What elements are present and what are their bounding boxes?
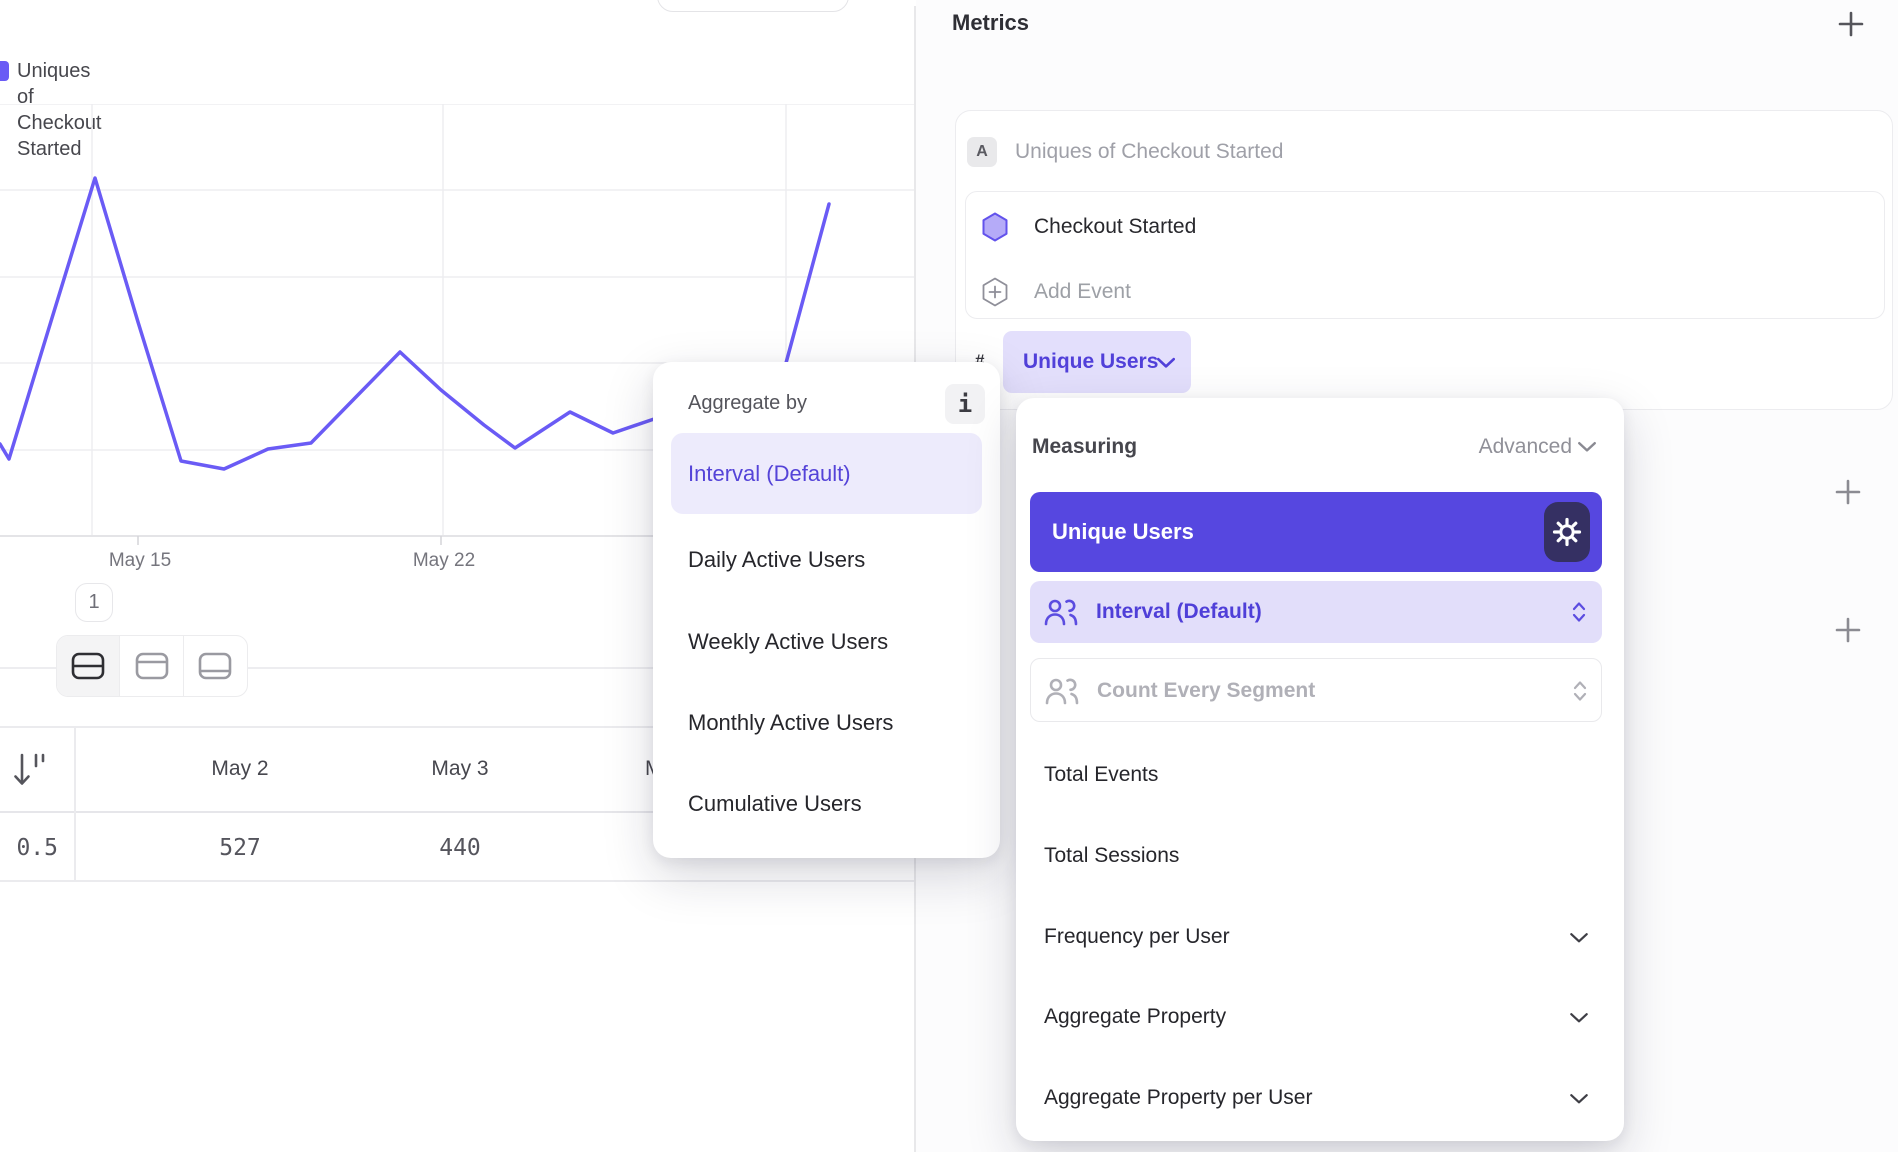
table-header-cell[interactable]: May 3: [350, 752, 570, 786]
toolbar-button-partial[interactable]: [657, 0, 849, 12]
measuring-option[interactable]: Aggregate Property: [1044, 993, 1544, 1041]
x-axis-tick-label: May 15: [90, 550, 190, 572]
gear-icon: [1552, 517, 1582, 547]
metrics-section-title: Metrics: [952, 6, 1029, 40]
aggregate-option[interactable]: Weekly Active Users: [688, 617, 978, 667]
measuring-option[interactable]: Aggregate Property per User: [1044, 1074, 1544, 1122]
segment-row-interval[interactable]: Interval (Default): [1030, 581, 1602, 643]
view-toggle-2[interactable]: [120, 636, 183, 696]
aggregate-by-popup: Aggregate by i Interval (Default) Daily A…: [653, 362, 1000, 858]
chevron-down-icon: [1157, 357, 1175, 368]
aggregate-option[interactable]: Daily Active Users: [688, 535, 978, 585]
aggregate-option[interactable]: Cumulative Users: [688, 779, 978, 829]
segment-row-label: Count Every Segment: [1097, 659, 1315, 723]
metric-name: Uniques of Checkout Started: [1015, 137, 1284, 167]
measuring-option[interactable]: Frequency per User: [1044, 913, 1544, 961]
chevron-down-icon: [1570, 1093, 1588, 1104]
metric-card: A Uniques of Checkout Started Checkout S…: [955, 110, 1893, 410]
measurement-dropdown-button[interactable]: Unique Users: [1003, 331, 1191, 393]
measuring-title: Measuring: [1032, 434, 1137, 460]
legend-color-swatch: [0, 61, 9, 81]
table-cell: 440: [350, 832, 570, 864]
add-filter-icon[interactable]: [1835, 479, 1861, 505]
add-breakdown-icon[interactable]: [1835, 617, 1861, 643]
measuring-popup: Measuring Advanced Unique Users: [1016, 398, 1624, 1141]
event-hexagon-icon: [982, 212, 1008, 242]
segment-row-label: Interval (Default): [1096, 581, 1262, 643]
users-icon: [1045, 677, 1079, 705]
table-split-horizontal-icon: [70, 651, 106, 681]
table-cell: 527: [130, 832, 350, 864]
table-panel-bottom-icon: [197, 651, 233, 681]
x-axis-tick-label: May 22: [394, 550, 494, 572]
advanced-mode-toggle[interactable]: Advanced: [1479, 434, 1572, 460]
chevron-down-icon[interactable]: [1578, 441, 1596, 452]
select-chevrons-icon: [1572, 601, 1586, 623]
add-event-hexagon-icon: [982, 277, 1008, 307]
table-view-toggle-group: [56, 635, 248, 697]
aggregate-option-selected[interactable]: Interval (Default): [671, 433, 982, 514]
measuring-option[interactable]: Total Events: [1044, 751, 1544, 799]
table-row-border: [0, 880, 915, 882]
selected-measure-label: Unique Users: [1052, 492, 1194, 572]
table-header-cell[interactable]: May 2: [130, 752, 350, 786]
info-icon[interactable]: i: [945, 384, 985, 424]
view-toggle-1[interactable]: [57, 636, 120, 696]
table-cell-truncated: 0.5: [0, 832, 58, 864]
metric-letter-badge: A: [967, 137, 997, 167]
select-chevrons-icon: [1573, 680, 1587, 702]
measuring-option[interactable]: Total Sessions: [1044, 832, 1544, 880]
pagination-badge[interactable]: 1: [75, 583, 113, 622]
aggregate-option[interactable]: Monthly Active Users: [688, 698, 978, 748]
selected-measure-row[interactable]: Unique Users: [1030, 492, 1602, 572]
add-event-button[interactable]: Add Event: [1034, 278, 1131, 306]
event-card: Checkout Started Add Event: [965, 191, 1885, 319]
sort-descending-icon[interactable]: [12, 750, 48, 790]
event-name[interactable]: Checkout Started: [1034, 213, 1196, 241]
aggregate-option-label: Interval (Default): [688, 433, 851, 514]
insights-report-screen: Uniques of Checkout Started May 15 May 22…: [0, 0, 1898, 1152]
users-icon: [1044, 598, 1078, 626]
table-panel-top-icon: [134, 651, 170, 681]
table-column-divider: [74, 726, 76, 880]
measure-settings-button[interactable]: [1544, 502, 1590, 562]
chevron-down-icon: [1570, 1012, 1588, 1023]
view-toggle-3[interactable]: [184, 636, 247, 696]
add-metric-icon[interactable]: [1838, 11, 1864, 37]
measurement-dropdown-label: Unique Users: [1023, 331, 1158, 393]
segment-row-count-every-segment[interactable]: Count Every Segment: [1030, 658, 1602, 722]
chevron-down-icon: [1570, 932, 1588, 943]
aggregate-by-title: Aggregate by: [688, 390, 807, 416]
